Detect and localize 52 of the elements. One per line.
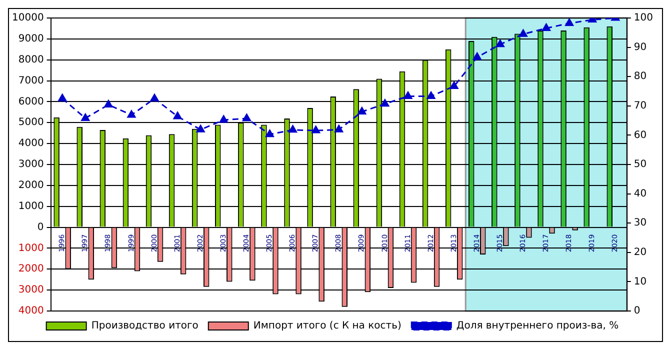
point [472, 52, 482, 60]
y2-tick-label: 20 [634, 246, 647, 258]
y2-tick-label: 70 [634, 100, 647, 112]
y-tick-label: 2000 [18, 264, 44, 275]
point [81, 113, 90, 121]
point [173, 112, 182, 120]
y2-tick-label: 90 [634, 42, 647, 53]
y-tick-label: 7000 [18, 75, 44, 86]
y2-tick-label: 0 [634, 306, 640, 317]
point [404, 91, 412, 99]
point [104, 100, 113, 108]
point [288, 125, 297, 133]
y-tick-label: 1000 [18, 200, 44, 212]
point [450, 82, 458, 90]
y2-tick-label: 100 [634, 12, 654, 24]
y-tick-label: 3000 [18, 284, 44, 296]
y-tick-label: 9000 [18, 34, 44, 45]
legend-label: Импорт итого (с К на кость) [253, 320, 402, 332]
y2-tick-label: 40 [634, 188, 647, 200]
point [334, 124, 344, 132]
point [426, 91, 436, 99]
y-tick-label: 4000 [18, 138, 44, 150]
y-tick-label: 8000 [18, 54, 44, 66]
point [312, 126, 320, 134]
y-tick-label: 6000 [18, 96, 44, 108]
point [380, 99, 390, 107]
point [58, 94, 67, 102]
y2-tick-label: 60 [634, 130, 647, 141]
point [519, 29, 528, 37]
point [127, 110, 136, 118]
y-tick-label: 5000 [18, 117, 44, 128]
point [542, 24, 550, 32]
point [196, 124, 205, 132]
legend-label: Производство итого [91, 320, 198, 332]
y-tick-label: 2000 [18, 180, 44, 192]
y-tick-label: 3000 [18, 159, 44, 170]
y2-tick-label: 10 [634, 276, 647, 288]
point [242, 114, 251, 122]
y2-tick-label: 50 [634, 159, 647, 170]
point [266, 130, 274, 138]
point [496, 40, 504, 48]
point [219, 115, 228, 123]
y2-tick-label: 80 [634, 71, 647, 82]
y-tick-label: 10000 [12, 12, 44, 24]
y-tick-label: 4000 [18, 306, 44, 317]
point [150, 94, 159, 102]
y-tick-label: 1000 [18, 242, 44, 254]
point [358, 107, 366, 115]
legend-label: Доля внутреннего произ-ва, % [456, 320, 619, 332]
y-tick-label: 0 [37, 222, 44, 233]
y2-tick-label: 30 [634, 218, 647, 229]
point [565, 18, 574, 26]
